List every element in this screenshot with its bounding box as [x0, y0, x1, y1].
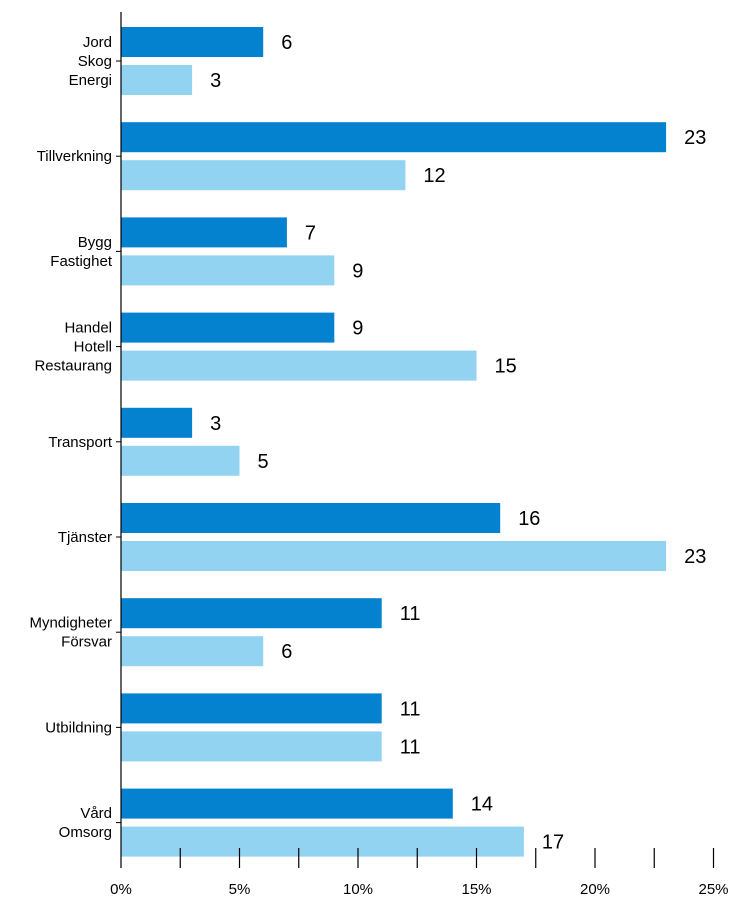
- data-label-series-2-5: 23: [684, 546, 706, 568]
- bar-series-1-4: [121, 407, 193, 438]
- bar-series-1-5: [121, 503, 501, 533]
- data-label-series-1-7: 11: [400, 698, 421, 720]
- data-label-series-1-4: 3: [210, 413, 221, 435]
- bar-series-1-7: [121, 693, 382, 724]
- bar-series-1-0: [121, 27, 264, 57]
- data-label-series-1-8: 14: [471, 794, 493, 816]
- data-label-series-1-5: 16: [518, 508, 540, 530]
- bar-series-2-7: [121, 731, 382, 762]
- bar-series-2-3: [121, 350, 477, 381]
- bar-series-2-0: [121, 65, 193, 95]
- x-tick-label-1: 5%: [229, 881, 251, 898]
- data-label-series-1-2: 7: [305, 222, 316, 244]
- data-label-series-1-0: 6: [281, 32, 292, 54]
- category-label-8: Vård Omsorg: [59, 805, 112, 841]
- category-label-5: Tjänster: [58, 529, 112, 546]
- bar-series-2-5: [121, 541, 667, 571]
- data-label-series-1-3: 9: [352, 318, 363, 340]
- bar-series-1-8: [121, 788, 453, 819]
- category-label-1: Tillverkning: [37, 148, 112, 165]
- data-label-series-1-6: 11: [400, 603, 421, 625]
- x-tick-label-2: 10%: [343, 881, 373, 898]
- bar-series-2-8: [121, 826, 524, 857]
- x-tick-label-4: 20%: [580, 881, 610, 898]
- data-label-series-2-7: 11: [400, 736, 421, 758]
- category-label-7: Utbildning: [45, 719, 112, 736]
- data-label-series-2-3: 15: [495, 356, 517, 378]
- bar-series-1-3: [121, 312, 335, 343]
- data-label-series-2-6: 6: [281, 641, 292, 663]
- x-tick-label-5: 25%: [698, 881, 728, 898]
- category-label-0: Jord Skog Energi: [69, 34, 112, 89]
- category-label-2: Bygg Fastighet: [50, 234, 113, 270]
- category-label-3: Handel Hotell Restaurang: [34, 320, 112, 375]
- data-label-series-2-8: 17: [542, 832, 564, 854]
- bar-series-1-1: [121, 122, 667, 153]
- bar-series-2-2: [121, 255, 335, 286]
- x-tick-label-3: 15%: [461, 881, 491, 898]
- data-label-series-1-1: 23: [684, 127, 706, 149]
- bar-series-2-4: [121, 445, 240, 476]
- bar-series-1-6: [121, 598, 382, 629]
- data-label-series-2-1: 12: [423, 165, 445, 187]
- bar-series-2-6: [121, 636, 264, 667]
- category-label-4: Transport: [48, 434, 112, 451]
- x-tick-label-0: 0%: [110, 881, 132, 898]
- category-label-6: Myndigheter Försvar: [29, 615, 112, 651]
- bar-series-1-2: [121, 217, 287, 248]
- data-label-series-2-2: 9: [352, 260, 363, 282]
- bar-series-2-1: [121, 160, 406, 191]
- data-label-series-2-0: 3: [210, 70, 221, 92]
- data-label-series-2-4: 5: [258, 451, 269, 473]
